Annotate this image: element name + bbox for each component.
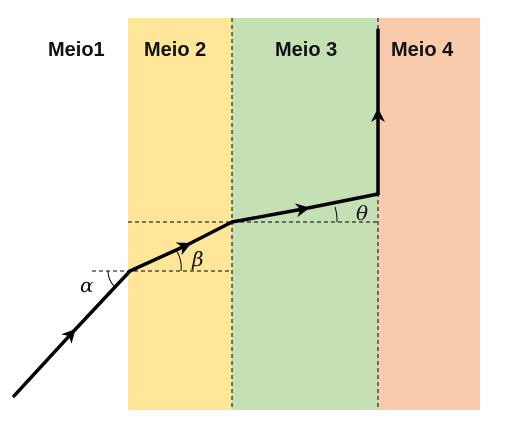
- ray-segment-1b: [69, 269, 132, 336]
- beta-label: β: [191, 247, 204, 271]
- ray-segment-3b: [301, 192, 380, 211]
- medium-1-label: Meio1: [48, 39, 105, 61]
- theta-label: θ: [356, 201, 368, 225]
- ray-segment-1: [12, 328, 76, 398]
- ray-segment-3: [230, 203, 310, 224]
- medium-3-label: Meio 3: [275, 39, 337, 61]
- alpha-label: α: [80, 273, 94, 297]
- ray-segment-2: [128, 242, 192, 273]
- medium-2-band: [128, 18, 232, 410]
- medium-4-band: [378, 18, 480, 410]
- ray-segment-2b: [183, 220, 234, 248]
- medium-4-label: Meio 4: [391, 39, 454, 61]
- theta-arc: [334, 206, 338, 223]
- alpha-arc: [107, 270, 115, 287]
- medium-2-label: Meio 2: [144, 39, 206, 61]
